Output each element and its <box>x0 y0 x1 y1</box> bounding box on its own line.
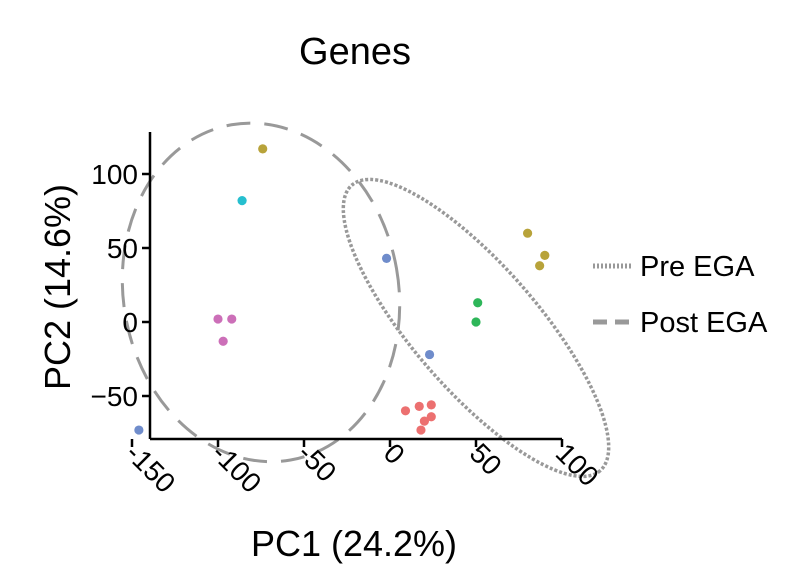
data-point <box>419 416 429 426</box>
y-ticks: −50 0 50 100 <box>91 159 150 412</box>
data-point <box>540 250 550 260</box>
ellipse-post-ega <box>120 121 402 464</box>
x-tick-label: 0 <box>378 437 411 470</box>
legend: Pre EGA Post EGA <box>593 251 768 339</box>
data-point <box>213 314 223 324</box>
data-point <box>424 349 435 360</box>
ellipse-pre-ega <box>341 177 611 479</box>
data-point <box>227 314 237 324</box>
y-tick-label: 50 <box>107 233 138 264</box>
chart-title: Genes <box>299 31 411 73</box>
data-point <box>426 400 436 410</box>
data-point <box>426 412 436 422</box>
data-point <box>414 401 424 411</box>
data-point <box>218 336 228 346</box>
ellipses-layer <box>120 121 611 479</box>
data-point <box>258 144 268 154</box>
legend-label-post-ega: Post EGA <box>640 307 768 339</box>
data-point <box>473 298 483 308</box>
y-tick-label: 0 <box>122 307 138 338</box>
legend-label-pre-ega: Pre EGA <box>640 251 755 283</box>
data-point <box>471 317 481 327</box>
data-point <box>535 261 545 271</box>
x-tick-label: 100 <box>550 437 605 492</box>
y-tick-label: −50 <box>91 381 139 412</box>
points-layer <box>134 144 550 435</box>
data-point <box>523 228 533 238</box>
data-point <box>400 406 411 416</box>
data-point <box>381 253 392 263</box>
x-tick-label: -150 <box>120 437 182 499</box>
data-point <box>134 425 144 435</box>
data-point <box>416 425 426 435</box>
data-point <box>237 196 247 206</box>
x-tick-label: 50 <box>464 437 508 481</box>
x-tick-label: -50 <box>292 437 343 488</box>
y-tick-label: 100 <box>91 159 138 190</box>
x-ticks: -150 -100 -50 0 50 100 <box>120 437 605 499</box>
y-axis-label: PC2 (14.6%) <box>37 184 78 390</box>
x-axis-label: PC1 (24.2%) <box>251 523 457 564</box>
